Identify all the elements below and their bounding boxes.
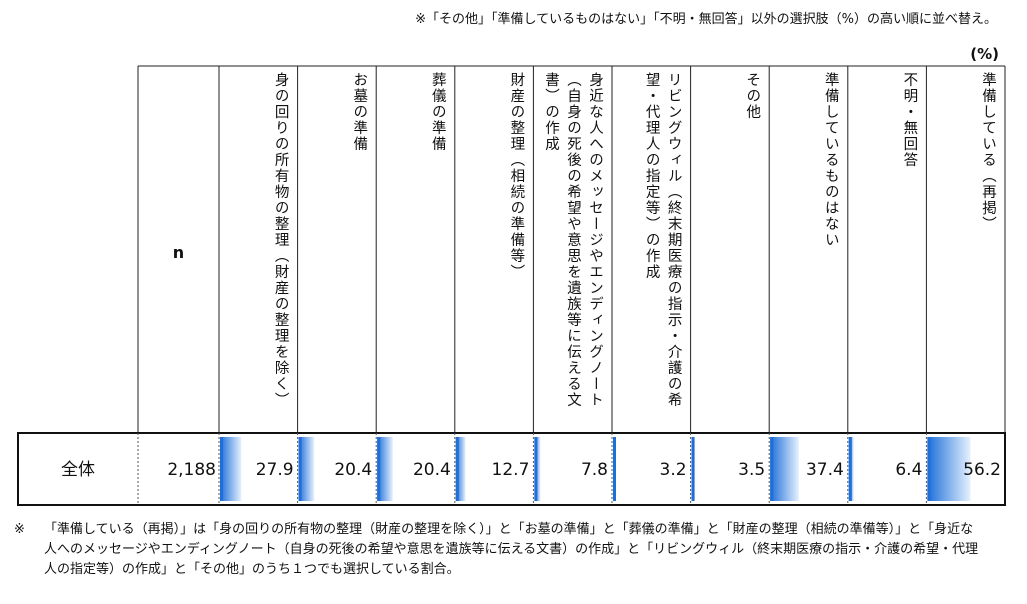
value-bar — [377, 437, 393, 501]
value-bar-edge — [534, 437, 538, 501]
value-bar — [927, 437, 971, 501]
footnote-text: 「準備している（再掲）」は「身の回りの所有物の整理（財産の整理を除く）」と「お墓… — [44, 522, 979, 577]
value-label: 3.2 — [660, 460, 687, 480]
category-header: 不明・無回答 — [848, 68, 927, 433]
value-label: 56.2 — [963, 460, 1001, 480]
category-label: お墓の準備 — [351, 72, 368, 152]
value-bar-edge — [613, 437, 616, 501]
category-header: 財産の整理（相続の準備等） — [455, 68, 534, 433]
value-bar-edge — [848, 437, 852, 501]
value-bar-edge — [220, 437, 223, 501]
value-bar — [770, 437, 799, 501]
category-label: 葬儀の準備 — [429, 72, 446, 152]
data-row-box — [17, 432, 1006, 506]
value-label: 20.4 — [413, 460, 451, 480]
unit-label: (%) — [970, 45, 999, 63]
value-bar-edge — [691, 437, 695, 501]
value-label: 20.4 — [334, 460, 372, 480]
category-label: 身の回りの所有物の整理（財産の整理を除く） — [272, 72, 289, 408]
value-label: 37.4 — [806, 460, 844, 480]
category-label: リビングウィル（終末期医療の指示・介護の希望・代理人の指定等）の作成 — [643, 72, 682, 408]
row-label: 全体 — [61, 460, 95, 480]
category-label: 不明・無回答 — [901, 72, 918, 168]
value-label: 27.9 — [256, 460, 294, 480]
n-value: 2,188 — [167, 460, 216, 480]
value-bar — [220, 437, 242, 501]
category-header: 準備している（再掲） — [926, 68, 1005, 433]
value-label: 12.7 — [492, 460, 530, 480]
value-bar-edge — [298, 437, 302, 501]
value-bar-edge — [770, 437, 774, 501]
category-header: 身近な人へのメッセージやエンディングノート（自身の死後の希望や意思を遺族等に伝え… — [533, 68, 612, 433]
value-bar-edge — [455, 437, 459, 501]
category-header: リビングウィル（終末期医療の指示・介護の希望・代理人の指定等）の作成 — [612, 68, 691, 433]
category-label: 準備しているものはない — [822, 72, 839, 248]
value-label: 7.8 — [581, 460, 608, 480]
footnote-mark: ※ — [14, 522, 25, 537]
value-label: 3.5 — [738, 460, 765, 480]
category-label: 準備している（再掲） — [979, 72, 996, 232]
value-bar — [298, 437, 315, 501]
category-label: 財産の整理（相続の準備等） — [508, 72, 525, 280]
value-bar-edge — [927, 437, 931, 501]
footnote: ※ 「準備している（再掲）」は「身の回りの所有物の整理（財産の整理を除く）」と「… — [14, 520, 984, 580]
category-header: その他 — [691, 68, 770, 433]
value-label: 6.4 — [895, 460, 922, 480]
sort-note: ※「その他」「準備しているものはない」「不明・無回答」以外の選択肢（%）の高い順… — [415, 12, 997, 27]
category-label: その他 — [744, 72, 761, 120]
value-bar — [455, 437, 466, 501]
category-label: 身近な人へのメッセージやエンディングノート（自身の死後の希望や意思を遺族等に伝え… — [542, 72, 603, 408]
category-header: 身の回りの所有物の整理（財産の整理を除く） — [219, 68, 298, 433]
value-bar-edge — [377, 437, 381, 501]
category-header: 葬儀の準備 — [376, 68, 455, 433]
category-header: 準備しているものはない — [769, 68, 848, 433]
n-header: n — [173, 243, 184, 262]
category-header: お墓の準備 — [298, 68, 377, 433]
